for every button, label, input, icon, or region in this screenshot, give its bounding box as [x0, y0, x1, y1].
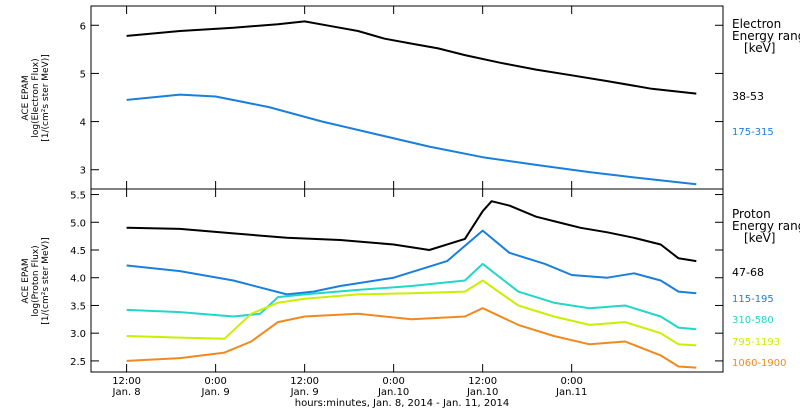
proton-series-795-1193	[126, 279, 697, 347]
electron-ylabel-line-3: [1/(cm²s ster MeV)]	[41, 54, 51, 141]
proton-y-axis-label: ACE EPAM log(Proton Flux) [1/(cm²s ster …	[21, 237, 51, 324]
electron-y-tick-label: 5	[80, 69, 86, 80]
electron-y-axis-ticks: 3 4 5 6	[80, 21, 723, 177]
electron-legend-line-3: [keV]	[744, 41, 775, 55]
x-tick-date-label: Jan. 9	[290, 387, 319, 398]
x-tick-time-label: 0:00	[560, 376, 582, 387]
electron-series-group	[126, 20, 697, 186]
electron-ylabel-line-1: ACE EPAM	[21, 75, 31, 120]
electron-legend-title: Electron Energy ranges [keV]	[732, 17, 800, 55]
electron-series-175-315	[126, 93, 697, 186]
proton-series-group	[126, 200, 697, 369]
proton-series-115-195	[126, 229, 697, 296]
proton-ylabel-line-3: [1/(cm²s ster MeV)]	[41, 237, 51, 324]
x-tick-date-label: Jan. 9	[201, 387, 230, 398]
proton-legend-line-3: [keV]	[744, 231, 775, 245]
proton-legend-line-1: Proton	[732, 207, 771, 221]
legend-proton-310-580: 310-580	[732, 315, 774, 326]
x-tick-date-label: Jan.10	[377, 387, 409, 398]
proton-y-tick-label: 3.5	[70, 301, 86, 312]
proton-y-tick-label: 2.5	[70, 357, 86, 368]
proton-legend-line-2: Energy ranges	[732, 219, 800, 233]
x-tick-date-label: Jan.10	[466, 387, 498, 398]
legend-electron-175-315: 175-315	[732, 127, 774, 138]
electron-y-tick-label: 6	[80, 21, 86, 32]
legend-proton-795-1193: 795-1193	[732, 337, 780, 348]
proton-ylabel-line-2: log(Proton Flux)	[31, 245, 41, 316]
x-tick-date-label: Jan.11	[555, 387, 587, 398]
electron-legend-line-1: Electron	[732, 17, 781, 31]
proton-ylabel-line-1: ACE EPAM	[21, 258, 31, 303]
electron-y-tick-label: 4	[80, 118, 86, 129]
electron-series-38-53	[126, 20, 697, 95]
electron-legend-line-2: Energy ranges	[732, 29, 800, 43]
proton-y-tick-label: 4.5	[70, 246, 86, 257]
legend-proton-115-195: 115-195	[732, 294, 774, 305]
x-tick-date-label: Jan. 8	[112, 387, 141, 398]
x-tick-time-label: 12:00	[290, 376, 319, 387]
electron-ylabel-line-2: log(Electron Flux)	[31, 58, 41, 137]
legend-electron-38-53: 38-53	[732, 90, 764, 103]
x-tick-time-label: 12:00	[468, 376, 497, 387]
proton-y-tick-label: 5.5	[70, 191, 86, 202]
proton-y-tick-label: 4.0	[70, 274, 86, 285]
electron-y-axis-label: ACE EPAM log(Electron Flux) [1/(cm²s ste…	[21, 54, 51, 141]
x-tick-time-label: 0:00	[204, 376, 226, 387]
proton-y-tick-label: 5.0	[70, 218, 86, 229]
proton-y-tick-label: 3.0	[70, 329, 86, 340]
legend-proton-47-68: 47-68	[732, 266, 764, 279]
electron-y-tick-label: 3	[80, 166, 86, 177]
x-tick-time-label: 0:00	[382, 376, 404, 387]
proton-series-47-68	[126, 200, 697, 263]
legend-proton-1060-1900: 1060-1900	[732, 358, 787, 369]
proton-y-axis-ticks: 2.5 3.0 3.5 4.0 4.5 5.0 5.5	[70, 191, 723, 368]
x-tick-time-label: 12:00	[112, 376, 141, 387]
proton-series-1060-1900	[126, 307, 697, 369]
proton-panel-frame	[90, 188, 724, 373]
x-axis-title: hours:minutes, Jan. 8, 2014 - Jan. 11, 2…	[295, 398, 510, 409]
proton-legend-title: Proton Energy ranges [keV]	[732, 207, 800, 245]
